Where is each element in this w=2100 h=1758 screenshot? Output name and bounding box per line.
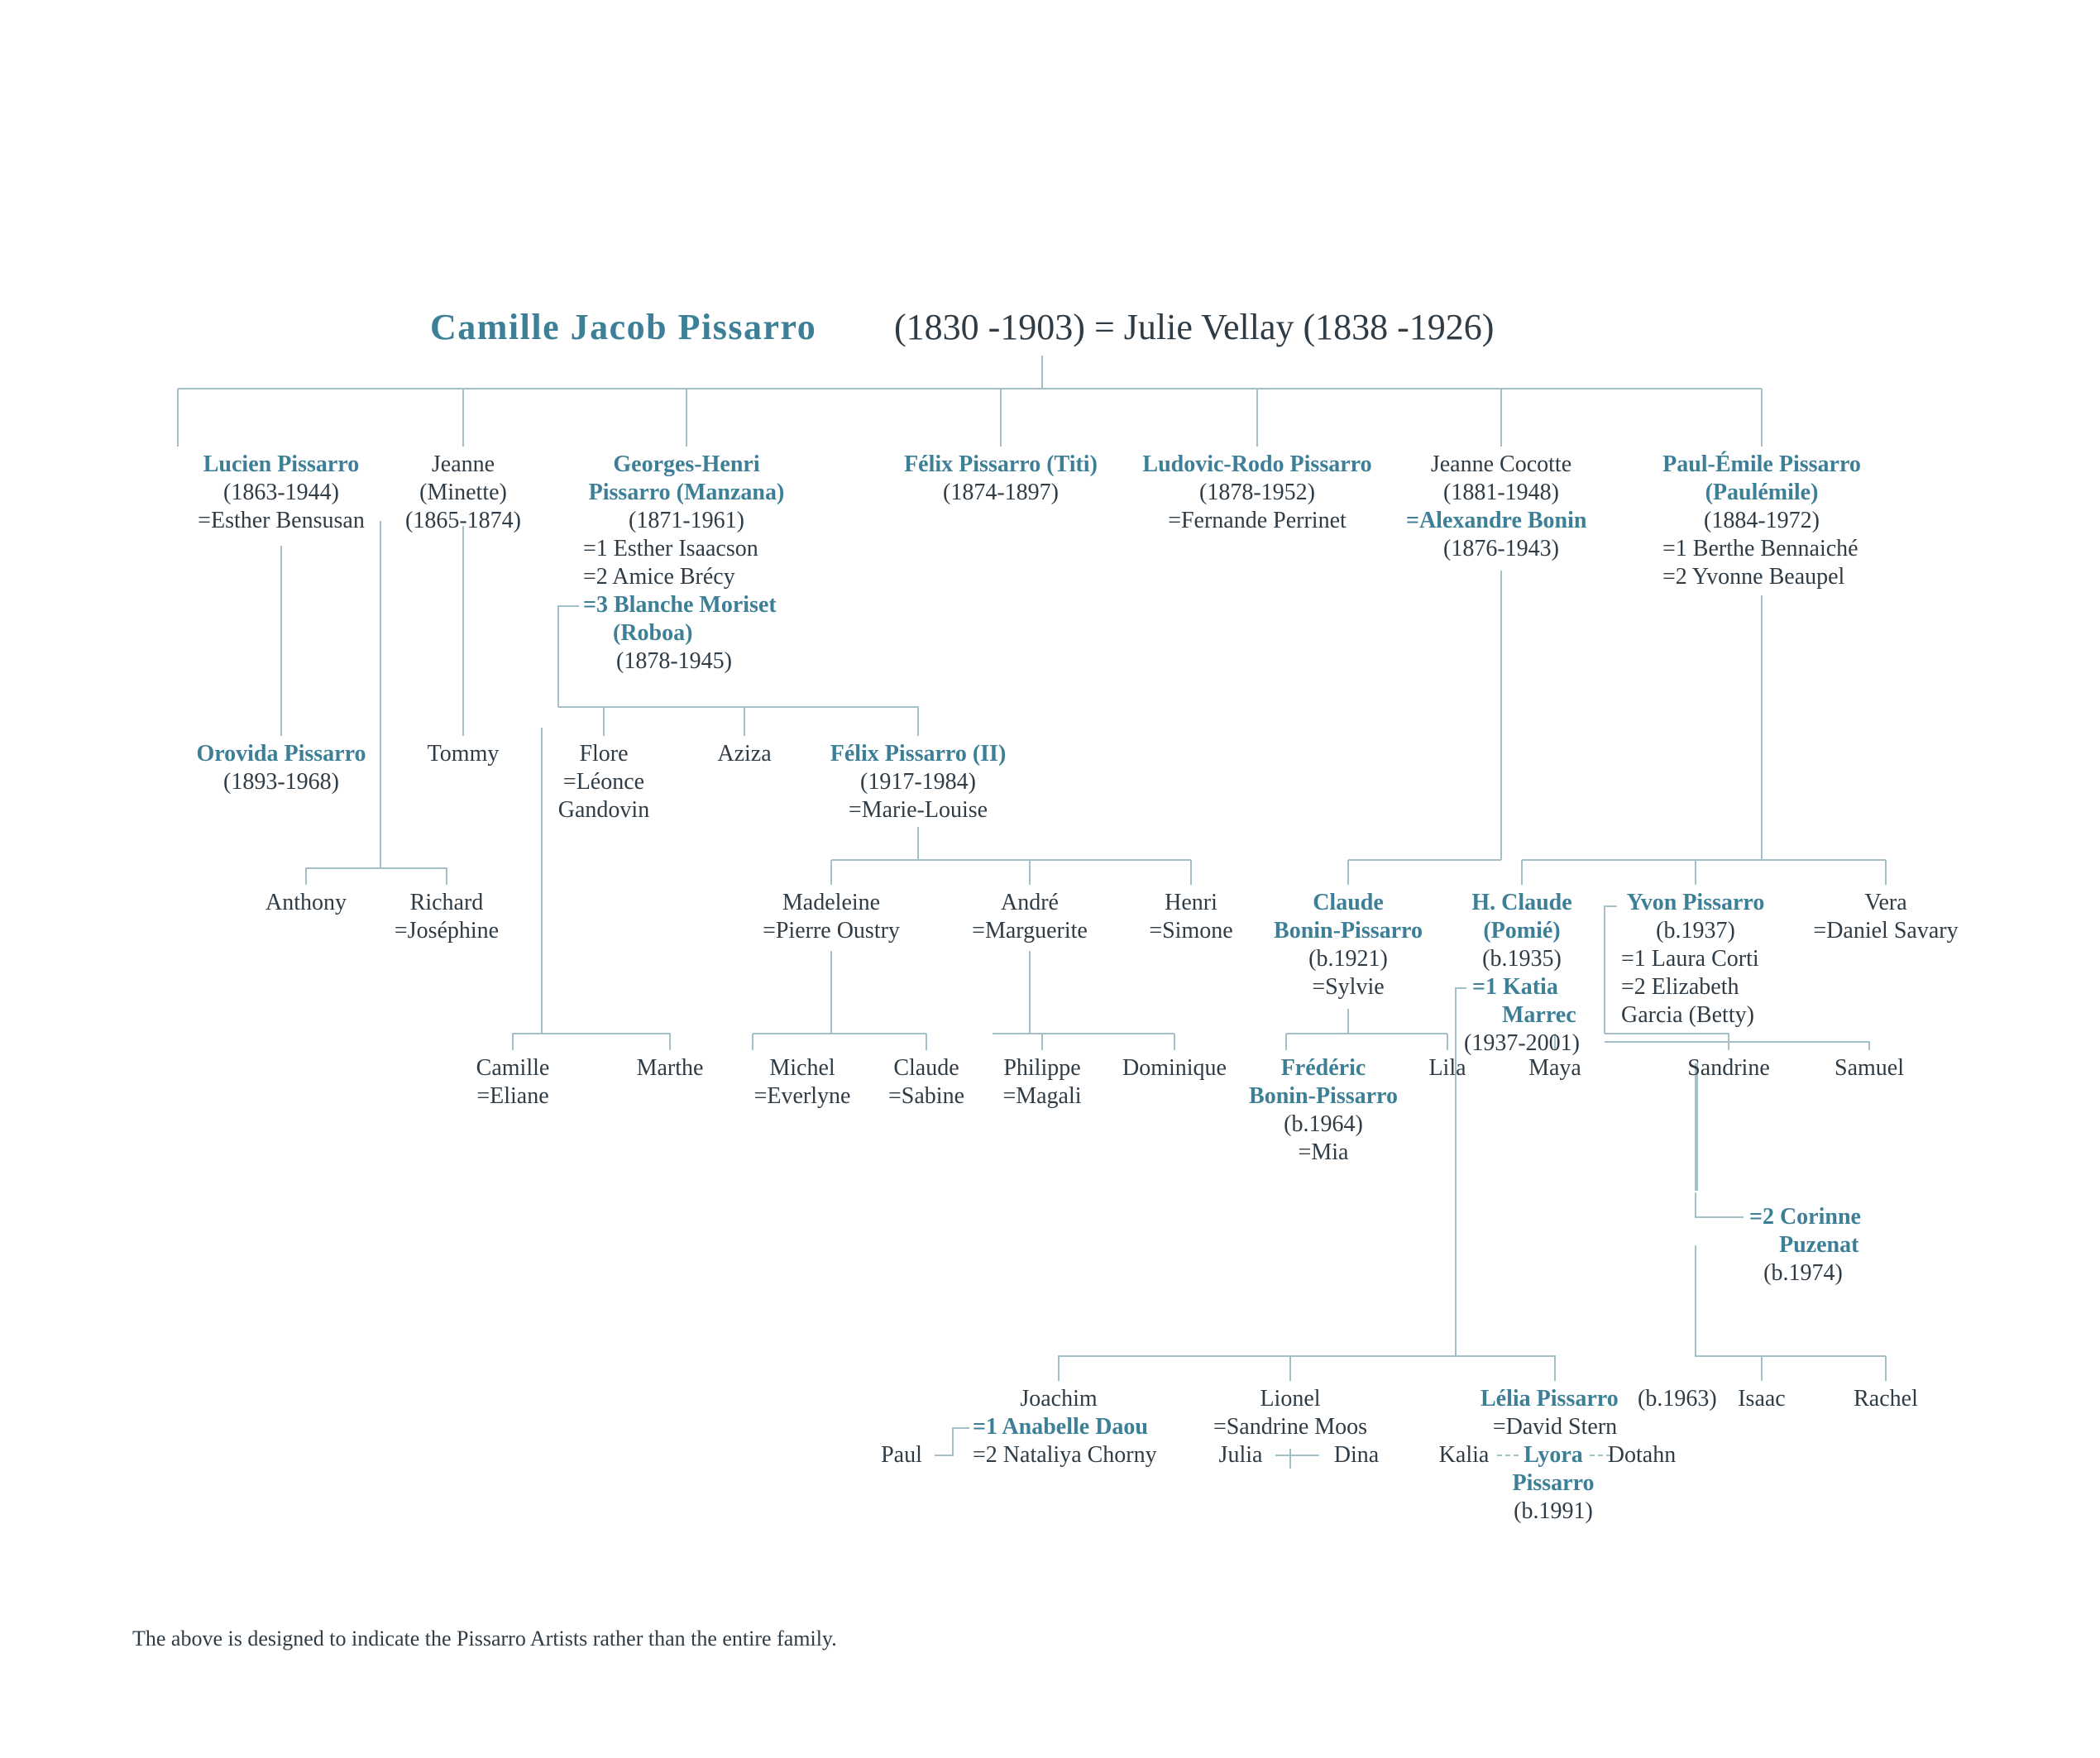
- tree-node: Lionel=Sandrine Moos: [1213, 1386, 1367, 1440]
- tree-node: Lucien Pissarro: [203, 451, 359, 477]
- tree-node: =Alexandre Bonin: [1406, 508, 1587, 533]
- tree-node: FrédéricBonin-Pissarro: [1249, 1055, 1398, 1109]
- tree-node: Paul: [881, 1442, 922, 1468]
- tree-node: Kalia: [1439, 1442, 1490, 1468]
- tree-node: Yvon Pissarro: [1627, 890, 1765, 915]
- tree-node: (b.1937): [1656, 918, 1735, 943]
- tree-node: (b.1963): [1638, 1386, 1717, 1412]
- tree-node: LyoraPissarro: [1512, 1442, 1594, 1496]
- tree-node: Michel=Everlyne: [754, 1055, 851, 1109]
- tree-node: (b.1935): [1482, 946, 1562, 972]
- tree-node: Paul-Émile Pissarro(Paulémile): [1662, 451, 1861, 505]
- tree-node: (b.1974): [1763, 1260, 1843, 1286]
- tree-node: André=Marguerite: [972, 890, 1088, 943]
- tree-node: Isaac: [1738, 1386, 1786, 1412]
- tree-node: Claude=Sabine: [888, 1055, 964, 1109]
- tree-node: Lila: [1428, 1055, 1466, 1081]
- tree-node: =1 KatiaMarrec: [1472, 974, 1576, 1028]
- tree-node: =1 Berthe Bennaiché=2 Yvonne Beaupel: [1662, 536, 1858, 590]
- tree-node: =1 Esther Isaacson=2 Amice Brécy: [583, 536, 758, 590]
- tree-node: (b.1921)=Sylvie: [1308, 946, 1388, 1000]
- tree-node: Samuel: [1835, 1055, 1904, 1081]
- tree-node: Félix Pissarro (II): [830, 741, 1007, 767]
- tree-node: =David Stern: [1493, 1414, 1617, 1440]
- tree-node: (b.1964)=Mia: [1284, 1111, 1363, 1165]
- tree-node: Vera=Daniel Savary: [1813, 890, 1958, 943]
- tree-node: (1863-1944)=Esther Bensusan: [198, 480, 365, 533]
- tree-node: (1878-1952)=Fernande Perrinet: [1168, 480, 1347, 533]
- tree-node: Joachim: [1020, 1386, 1098, 1412]
- diagram-title: Camille Jacob Pissarro (1830 -1903) = Ju…: [430, 307, 1494, 347]
- tree-node: =2 CorinnePuzenat: [1749, 1204, 1861, 1258]
- diagram-caption: The above is designed to indicate the Pi…: [132, 1627, 837, 1651]
- tree-node: Dina: [1334, 1442, 1380, 1468]
- tree-node: Félix Pissarro (Titi): [904, 451, 1098, 477]
- tree-node: =3 Blanche Moriset(Roboa): [583, 592, 777, 646]
- tree-node: Madeleine=Pierre Oustry: [763, 890, 900, 943]
- tree-node: Camille=Eliane: [476, 1055, 550, 1109]
- tree-node: (b.1991): [1514, 1498, 1593, 1524]
- tree-node: (1884-1972): [1704, 508, 1820, 533]
- tree-node: (1874-1897): [943, 480, 1059, 505]
- tree-node: Maya: [1528, 1055, 1581, 1081]
- tree-node: (1917-1984)=Marie-Louise: [849, 769, 988, 823]
- tree-node: Orovida Pissarro: [196, 741, 366, 767]
- tree-node: Philippe=Magali: [1002, 1055, 1081, 1109]
- tree-node: Ludovic-Rodo Pissarro: [1142, 451, 1371, 477]
- tree-node: Tommy: [428, 741, 500, 767]
- tree-node: Georges-HenriPissarro (Manzana): [589, 451, 785, 505]
- tree-node: (1871-1961): [629, 508, 744, 533]
- tree-node: Jeanne Cocotte(1881-1948): [1431, 451, 1571, 505]
- tree-node: Anthony: [265, 890, 347, 915]
- tree-node: Aziza: [717, 741, 772, 767]
- tree-node: Julia: [1219, 1442, 1263, 1468]
- tree-node: Sandrine: [1687, 1055, 1770, 1081]
- tree-node: (1893-1968): [223, 769, 339, 795]
- tree-node: Richard=Joséphine: [395, 890, 499, 943]
- tree-node: Dominique: [1122, 1055, 1227, 1081]
- tree-node: Flore=LéonceGandovin: [558, 741, 649, 823]
- tree-node: (1876-1943): [1443, 536, 1559, 561]
- tree-node: Henri=Simone: [1149, 890, 1232, 943]
- tree-node: =1 Anabelle Daou: [973, 1414, 1148, 1440]
- tree-node: ClaudeBonin-Pissarro: [1274, 890, 1423, 943]
- tree-node: H. Claude(Pomié): [1471, 890, 1571, 943]
- tree-node: (1937-2001): [1464, 1030, 1580, 1056]
- tree-node: =2 Nataliya Chorny: [973, 1442, 1157, 1468]
- tree-node: Dotahn: [1608, 1442, 1676, 1468]
- tree-node: Rachel: [1854, 1386, 1918, 1412]
- tree-node: Marthe: [637, 1055, 704, 1081]
- tree-node: (1878-1945): [616, 648, 732, 674]
- family-tree-diagram: Camille Jacob Pissarro (1830 -1903) = Ju…: [0, 0, 2100, 1758]
- tree-node: Lélia Pissarro: [1481, 1386, 1619, 1412]
- tree-node: Jeanne(Minette)(1865-1874): [405, 451, 521, 533]
- tree-node: =1 Laura Corti=2 ElizabethGarcia (Betty): [1621, 946, 1759, 1028]
